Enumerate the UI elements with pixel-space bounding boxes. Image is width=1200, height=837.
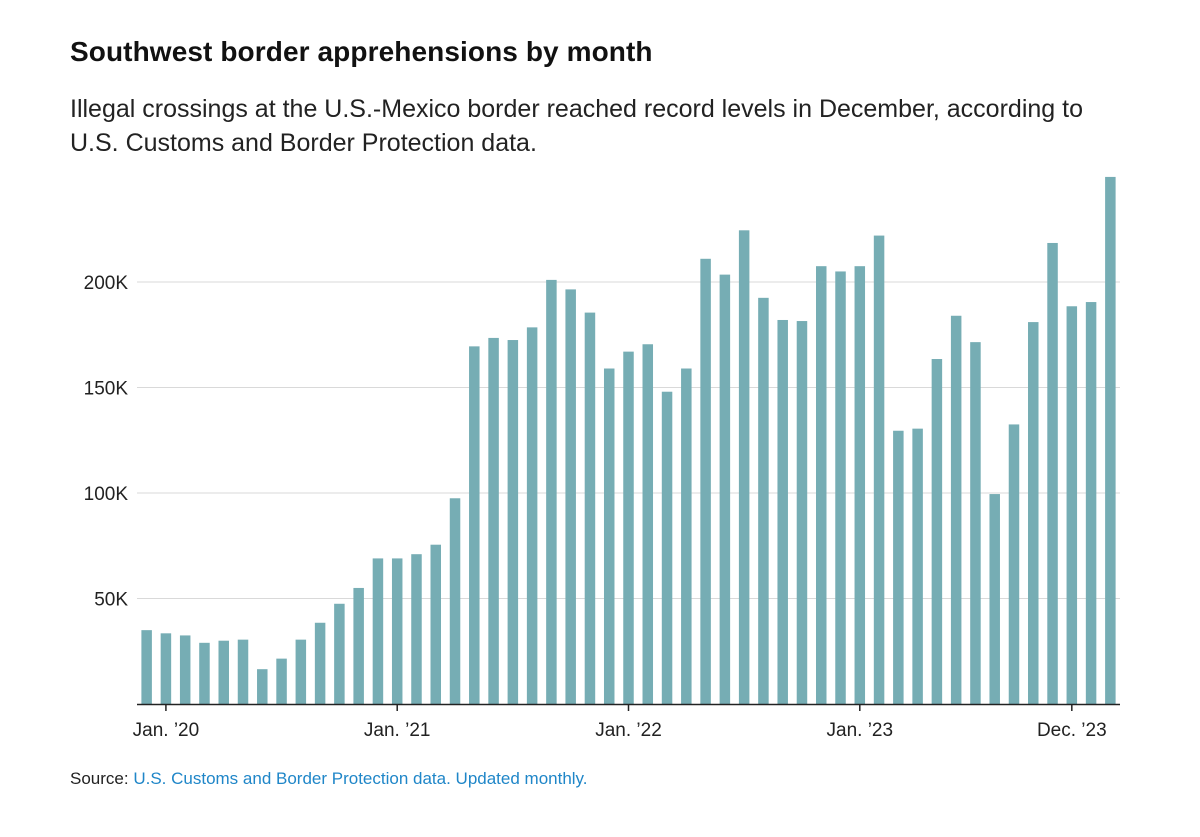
y-axis-labels: 50K 100K 150K 200K [84,273,129,611]
bar-2020-03 [199,642,210,704]
bar-2020-01 [160,633,172,705]
bar-2022-11 [816,266,827,704]
bar-2021-01 [391,558,403,704]
bar-2020-04 [218,640,229,704]
bar-2019-12 [141,630,152,704]
bar-2023-07 [970,342,981,704]
bar-2020-12 [372,558,384,704]
bar-2021-10 [565,289,576,704]
y-tick-label: 150K [84,379,129,400]
bar-2021-04 [449,498,461,704]
source-note: Source: U.S. Customs and Border Protecti… [70,769,588,789]
bar-2023-08 [989,494,1000,704]
bar-2023-11 [1047,242,1058,704]
bar-2021-02 [411,554,422,704]
bar-2021-12 [603,368,615,704]
bar-2022-02 [642,344,654,704]
bar-2023-02 [873,235,885,704]
bar-2023-01 [854,266,866,704]
bar-2023-06 [950,315,962,704]
y-tick-label: 100K [84,484,129,505]
source-label: Source: [70,769,129,788]
y-tick-label: 50K [94,590,128,611]
bar-2021-09 [546,279,557,704]
bars [141,176,1116,705]
bar-2020-02 [179,635,191,704]
bar-2022-05 [700,258,711,704]
bar-2023-10 [1028,322,1039,704]
x-tick-label: Jan. ’20 [133,720,200,741]
x-tick-label: Dec. ’23 [1037,720,1107,741]
bar-2020-11 [353,587,364,704]
bar-undefined [1085,302,1097,704]
x-axis: Jan. ’20 Jan. ’21 Jan. ’22 Jan. ’23 Dec. ’23 [133,703,1120,741]
x-tick-label: Jan. ’22 [595,720,662,741]
chart-subtitle: Illegal crossings at the U.S.-Mexico bor… [70,95,1083,157]
bar-2022-07 [738,230,750,704]
bar-2021-07 [507,340,519,704]
bar-undefined [1105,176,1116,705]
bar-2023-12 [1066,306,1078,704]
bar-2021-05 [469,346,480,704]
bar-2020-06 [257,669,268,704]
x-tick-label: Jan. ’21 [364,720,431,741]
bar-2023-04 [912,428,923,704]
bar-2022-12 [835,271,846,704]
bar-2022-04 [681,368,692,704]
bar-2022-10 [796,321,808,704]
bar-2022-06 [719,274,731,704]
bar-2021-08 [526,327,538,704]
bar-2023-05 [931,359,943,704]
bar-2022-08 [758,297,769,704]
source-link[interactable]: U.S. Customs and Border Protection data.… [133,769,588,788]
bar-2020-10 [334,603,345,704]
y-tick-label: 200K [84,273,129,294]
bar-2022-09 [777,319,788,704]
bar-2020-09 [314,622,326,704]
bar-2023-09 [1008,424,1020,704]
bar-2020-07 [276,658,287,704]
bar-2022-03 [661,391,673,704]
chart-title: Southwest border apprehensions by month [70,36,653,67]
bar-2021-03 [430,544,441,704]
bar-2022-01 [623,351,634,704]
bar-2021-06 [488,337,499,704]
bar-2020-05 [237,639,249,704]
bar-2023-03 [893,430,904,704]
bar-2021-11 [584,312,596,704]
x-tick-label: Jan. ’23 [827,720,894,741]
bar-2020-08 [295,639,307,704]
